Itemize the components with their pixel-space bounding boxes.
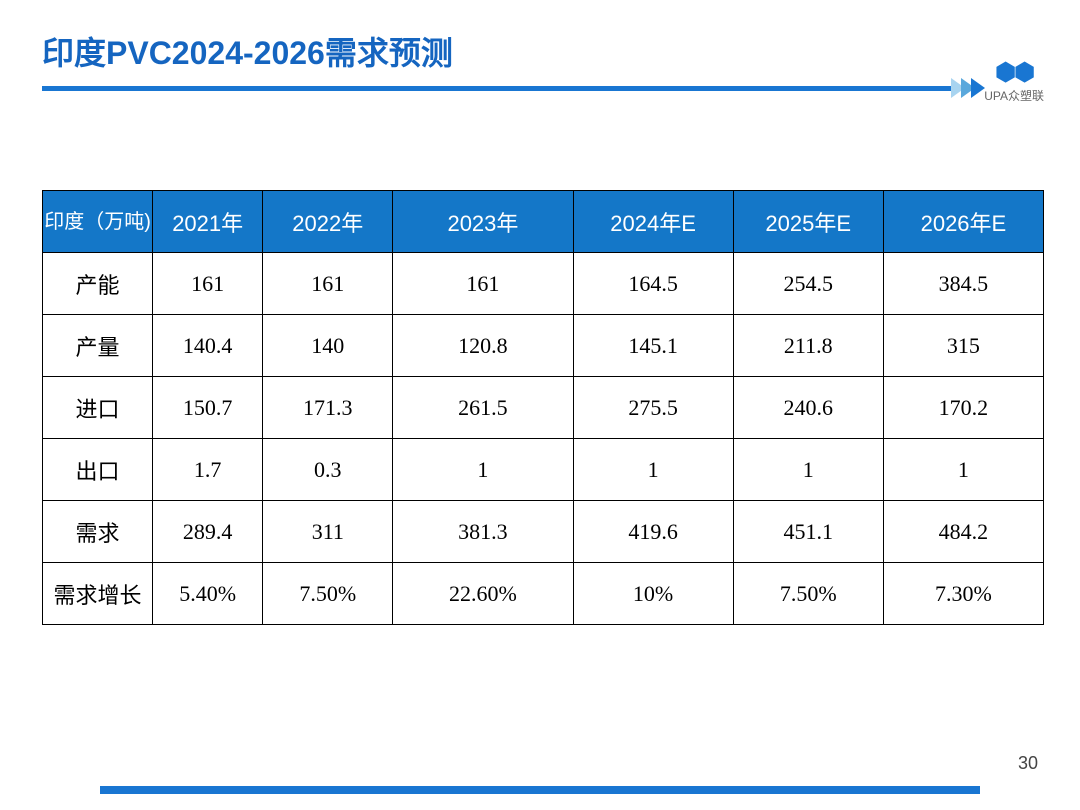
- table-body: 产能161161161164.5254.5384.5产量140.4140120.…: [43, 253, 1044, 625]
- table-cell: 120.8: [393, 315, 573, 377]
- table-cell: 171.3: [263, 377, 393, 439]
- chevron-decor: [955, 78, 985, 98]
- table-cell: 289.4: [153, 501, 263, 563]
- table-header-row: 印度（万吨) 2021年 2022年 2023年 2024年E 2025年E 2…: [43, 191, 1044, 253]
- footer-bar: [100, 786, 980, 794]
- table-row: 进口150.7171.3261.5275.5240.6170.2: [43, 377, 1044, 439]
- table-cell: 7.50%: [733, 563, 883, 625]
- table-cell: 315: [883, 315, 1043, 377]
- table-row: 出口1.70.31111: [43, 439, 1044, 501]
- table-row: 产量140.4140120.8145.1211.8315: [43, 315, 1044, 377]
- page-number: 30: [1018, 753, 1038, 774]
- table-cell: 384.5: [883, 253, 1043, 315]
- page-title: 印度PVC2024-2026需求预测: [42, 28, 453, 74]
- brand-logo: ⬢⬢ UPA众塑联: [984, 58, 1044, 104]
- col-header: 2022年: [263, 191, 393, 253]
- table-cell: 10%: [573, 563, 733, 625]
- table-cell: 275.5: [573, 377, 733, 439]
- table-cell: 22.60%: [393, 563, 573, 625]
- row-label: 需求增长: [43, 563, 153, 625]
- row-label: 产量: [43, 315, 153, 377]
- table-cell: 1: [883, 439, 1043, 501]
- table-cell: 145.1: [573, 315, 733, 377]
- title-underline: [42, 86, 952, 91]
- table-cell: 5.40%: [153, 563, 263, 625]
- table-cell: 240.6: [733, 377, 883, 439]
- table-cell: 161: [393, 253, 573, 315]
- table-cell: 484.2: [883, 501, 1043, 563]
- table-cell: 161: [263, 253, 393, 315]
- table-cell: 254.5: [733, 253, 883, 315]
- forecast-table: 印度（万吨) 2021年 2022年 2023年 2024年E 2025年E 2…: [42, 190, 1044, 625]
- chevron-icon: [971, 78, 985, 98]
- table-cell: 161: [153, 253, 263, 315]
- table-cell: 1: [393, 439, 573, 501]
- row-label: 产能: [43, 253, 153, 315]
- table-cell: 311: [263, 501, 393, 563]
- table-cell: 7.50%: [263, 563, 393, 625]
- table-row: 需求289.4311381.3419.6451.1484.2: [43, 501, 1044, 563]
- col-header: 2026年E: [883, 191, 1043, 253]
- table-cell: 261.5: [393, 377, 573, 439]
- row-label: 需求: [43, 501, 153, 563]
- table-cell: 381.3: [393, 501, 573, 563]
- table-cell: 451.1: [733, 501, 883, 563]
- table-cell: 0.3: [263, 439, 393, 501]
- table-cell: 211.8: [733, 315, 883, 377]
- row-label: 出口: [43, 439, 153, 501]
- row-label: 进口: [43, 377, 153, 439]
- table-cell: 140: [263, 315, 393, 377]
- col-header: 2021年: [153, 191, 263, 253]
- table-row: 产能161161161164.5254.5384.5: [43, 253, 1044, 315]
- col-header: 2023年: [393, 191, 573, 253]
- table-cell: 150.7: [153, 377, 263, 439]
- table-cell: 164.5: [573, 253, 733, 315]
- logo-icon: ⬢⬢: [984, 58, 1044, 87]
- col-header: 2025年E: [733, 191, 883, 253]
- table-corner: 印度（万吨): [43, 191, 153, 253]
- table-row: 需求增长5.40%7.50%22.60%10%7.50%7.30%: [43, 563, 1044, 625]
- col-header: 2024年E: [573, 191, 733, 253]
- table-cell: 140.4: [153, 315, 263, 377]
- table-cell: 1: [573, 439, 733, 501]
- table-cell: 170.2: [883, 377, 1043, 439]
- logo-text: UPA众塑联: [984, 87, 1044, 104]
- table-cell: 1.7: [153, 439, 263, 501]
- forecast-table-wrap: 印度（万吨) 2021年 2022年 2023年 2024年E 2025年E 2…: [42, 190, 1044, 625]
- table-cell: 419.6: [573, 501, 733, 563]
- table-cell: 1: [733, 439, 883, 501]
- table-cell: 7.30%: [883, 563, 1043, 625]
